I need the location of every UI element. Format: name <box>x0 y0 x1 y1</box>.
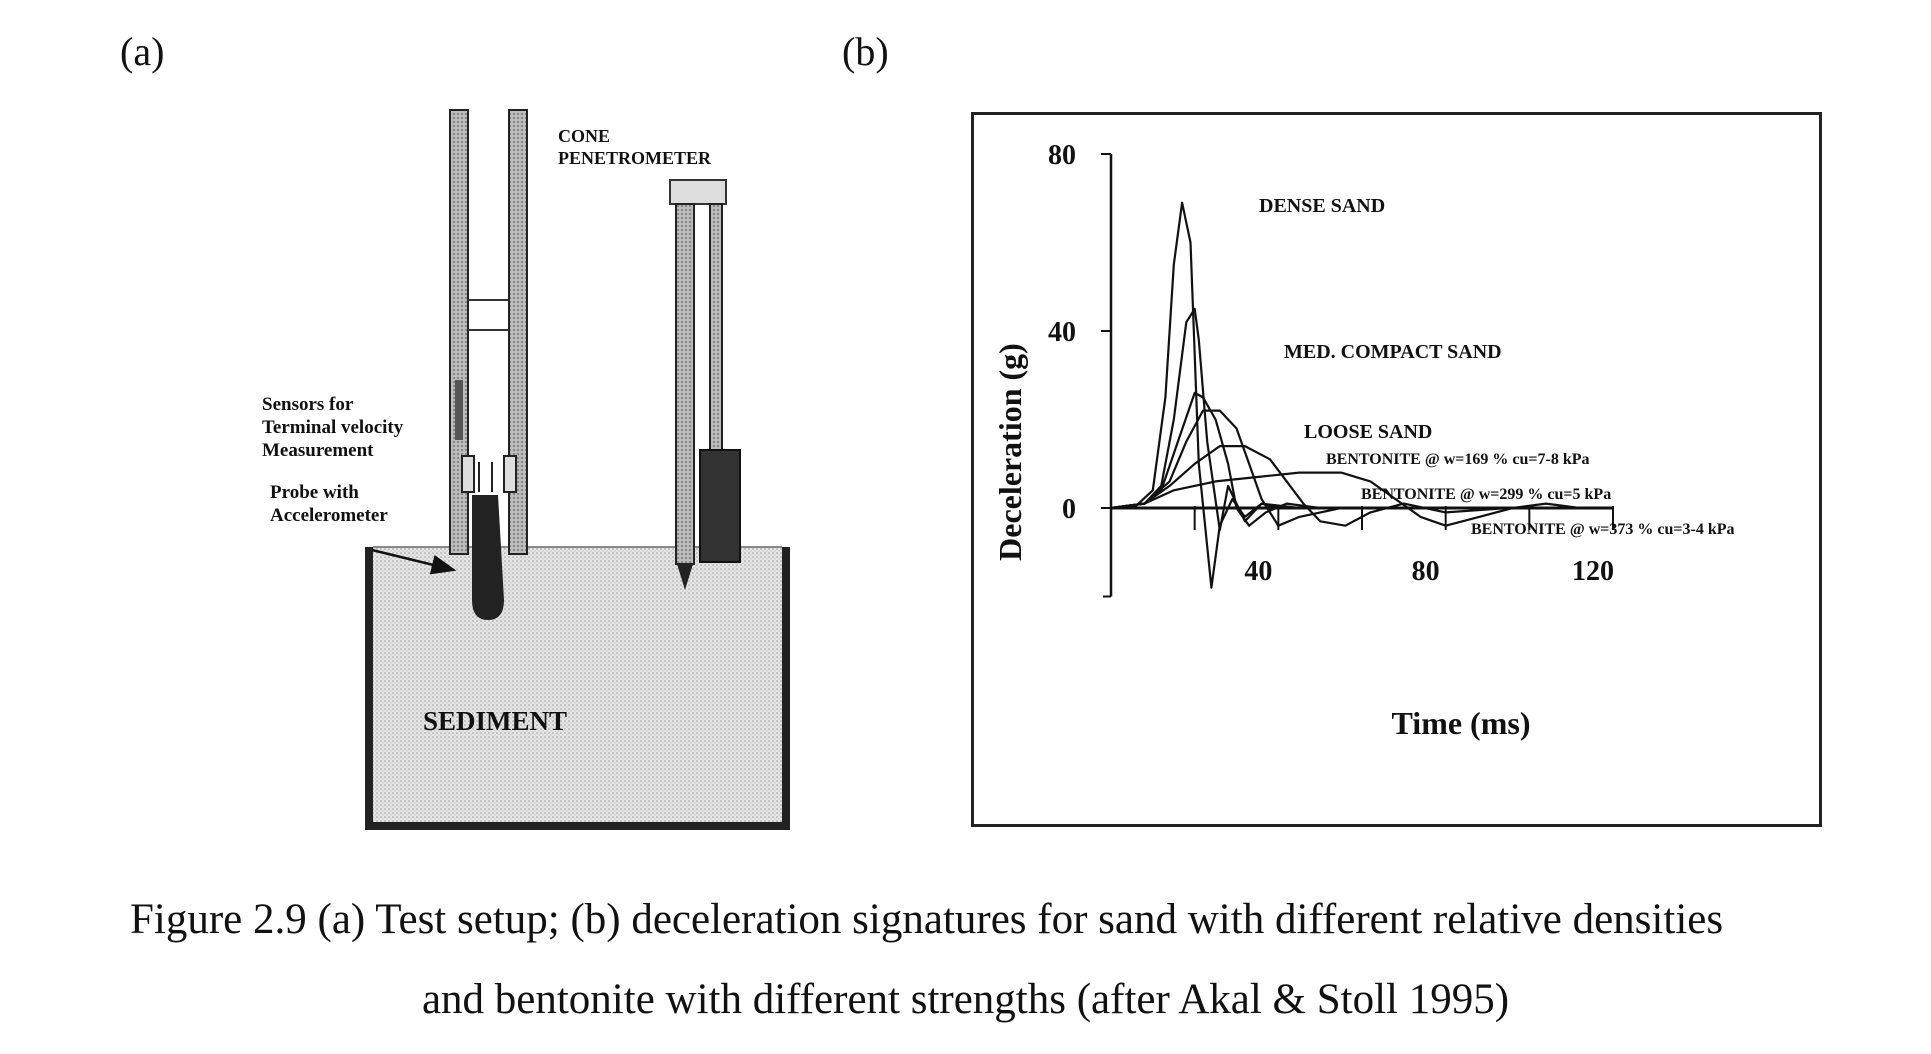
guide-tube <box>449 109 528 555</box>
series-line-5 <box>1110 445 1580 527</box>
chart-frame <box>971 112 1822 827</box>
sensors-label-1: Sensors for <box>262 394 354 415</box>
y-tick-label: 40 <box>1048 317 1076 348</box>
probe-label-1: Probe with <box>270 482 359 503</box>
sediment-label: SEDIMENT <box>423 706 567 736</box>
chart-axes: 80 40 0 40 80 120 <box>1048 140 1614 598</box>
series-label-4: BENTONITE @ w=169 % cu=7-8 kPa <box>1326 451 1590 468</box>
series-line-4 <box>1110 409 1580 527</box>
deceleration-chart: 80 40 0 40 80 120 DENSE SAND MED. COMPACT SAND… <box>992 140 1735 741</box>
series-label-2: MED. COMPACT SAND <box>1284 341 1502 363</box>
sensors-label-3: Measurement <box>262 440 374 461</box>
x-axis-label: Time (ms) <box>1392 705 1531 741</box>
series-label-1: DENSE SAND <box>1259 195 1385 217</box>
series-line-6 <box>1110 471 1580 527</box>
sensors-label-2: Terminal velocity <box>262 417 404 438</box>
x-tick-label: 120 <box>1572 556 1614 587</box>
y-tick-label: 0 <box>1062 494 1076 525</box>
test-setup-diagram: CONE PENETROMETER Sensors for Terminal v… <box>262 109 790 830</box>
probe-arrow <box>371 548 457 575</box>
y-tick-label: 80 <box>1048 140 1076 171</box>
chart-series-group <box>1110 201 1580 589</box>
cone-label-2: PENETROMETER <box>558 148 712 168</box>
figure-caption-line-2: and bentonite with different strengths (… <box>421 976 1510 1023</box>
y-axis-label: Deceleration (g) <box>992 343 1028 561</box>
cone-label-1: CONE <box>558 126 610 146</box>
x-tick-label: 80 <box>1412 556 1440 587</box>
series-label-6: BENTONITE @ w=373 % cu=3-4 kPa <box>1471 521 1735 538</box>
chart-series-labels: DENSE SAND MED. COMPACT SAND LOOSE SAND BEN… <box>1259 195 1735 538</box>
probe-label-2: Accelerometer <box>270 505 388 526</box>
panel-label-b: (b) <box>842 29 889 74</box>
figure-caption-line-1: Figure 2.9 (a) Test setup; (b) decelerat… <box>130 896 1724 943</box>
panel-label-a: (a) <box>120 29 165 74</box>
series-label-5: BENTONITE @ w=299 % cu=5 kPa <box>1361 486 1611 503</box>
probe-with-accelerometer <box>472 495 504 620</box>
cone-penetrometer <box>669 179 741 590</box>
sediment-tank <box>365 546 790 830</box>
x-tick-label: 40 <box>1244 556 1272 587</box>
series-label-3: LOOSE SAND <box>1304 421 1432 443</box>
